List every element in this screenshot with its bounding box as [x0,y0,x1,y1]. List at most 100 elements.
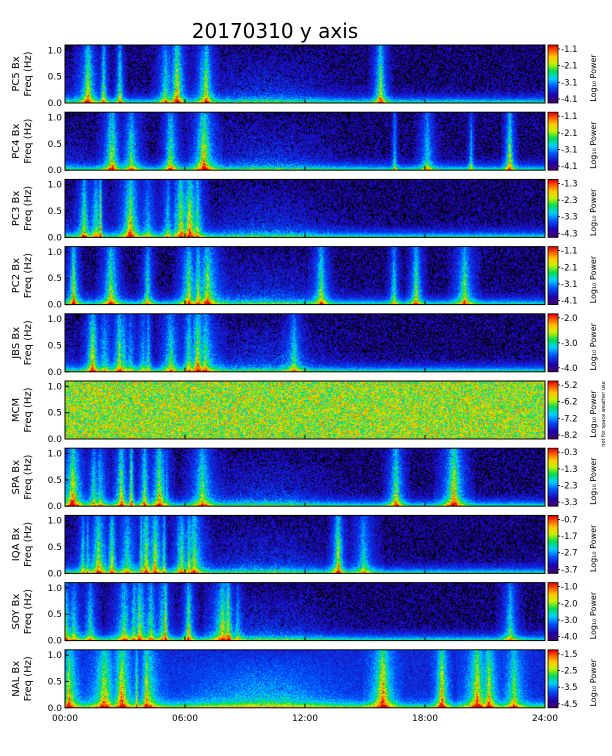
y-tick-label: 0.0 [48,233,63,243]
spectrogram-panel-5 [65,313,545,372]
colorbar-label: Log₁₀ Power [589,524,598,572]
y-tick-label: 0.0 [48,502,63,512]
panel-station-label: MCM [11,398,22,422]
colorbar [548,112,558,171]
colorbar-tick-label: -3.7 [561,565,578,575]
colorbar-frame [547,246,559,306]
y-tick-label: 0.0 [48,435,63,445]
colorbar-label: Log₁₀ Power [589,457,598,505]
y-tick-label: 0.0 [48,637,63,647]
colorbar-tick-label: -7.2 [561,414,578,424]
x-tick-label: 24:00 [532,714,558,724]
colorbar-tick-label: -5.2 [561,381,578,391]
colorbar-tick-label: -1.0 [561,583,578,593]
spectrogram-panel-3 [65,179,545,238]
colorbar-tick-label: -4.1 [561,162,578,172]
y-tick-label: 0.5 [48,140,62,150]
colorbar [548,313,558,372]
colorbar-frame [547,111,559,171]
spectrogram-panel-9 [65,582,545,641]
y-tick-label: 1.0 [48,517,63,527]
spectrogram-panel-6 [65,381,545,439]
panel-station-label: PC2 Bx [11,258,22,293]
y-tick-label: 0.5 [48,274,62,284]
panel-freq-label: Freq (Hz) [23,589,34,634]
colorbar-tick-label: -4.0 [561,364,578,374]
x-tick-label: 06:00 [172,714,198,724]
y-tick-label: 0.0 [48,368,63,378]
y-tick-label: 1.0 [48,315,63,325]
panel-freq-label: Freq (Hz) [23,51,34,96]
colorbar [548,381,558,439]
y-tick-label: 1.0 [48,181,63,191]
colorbar-tick-label: -2.3 [561,482,578,492]
colorbar [548,179,558,238]
y-tick-label: 0.5 [48,610,62,620]
figure-title: 20170310 y axis [192,19,358,43]
colorbar-tick-label: -2.1 [561,62,578,72]
y-tick-label: 1.0 [48,584,63,594]
spectrogram-panel-1 [65,45,545,103]
colorbar [548,45,558,103]
colorbar-frame [547,44,559,104]
colorbar-label: Log₁₀ Power [589,255,598,303]
y-tick-label: 0.5 [48,543,62,553]
y-tick-label: 0.5 [48,409,62,419]
x-tick-label: 00:00 [52,714,78,724]
colorbar-tick-label: -1.3 [561,179,578,189]
x-tick-label: 12:00 [292,714,318,724]
colorbar-label: Log₁₀ Power [589,188,598,236]
colorbar-tick-label: -0.7 [561,515,578,525]
panel-station-label: SOY Bx [11,594,22,630]
y-tick-label: 1.0 [48,382,63,392]
y-tick-label: 0.0 [48,99,63,109]
colorbar-frame [547,515,559,574]
colorbar-label: Log₁₀ Power [589,390,598,438]
panel-freq-label: Freq (Hz) [23,455,34,500]
colorbar-tick-label: -2.1 [561,129,578,139]
spectrogram-panel-7 [65,448,545,507]
y-tick-label: 0.0 [48,301,63,311]
colorbar [548,582,558,641]
colorbar-frame [547,178,559,238]
y-tick-label: 0.5 [48,341,62,351]
colorbar [548,649,558,708]
colorbar-tick-label: -6.2 [561,398,578,408]
colorbar-tick-label: -1.1 [561,247,578,257]
colorbar-tick-label: -4.0 [561,633,578,643]
panel-station-label: PC3 Bx [11,191,22,226]
colorbar-tick-label: -4.5 [561,700,578,710]
panel-freq-label: Freq (Hz) [23,656,34,701]
colorbar-tick-label: -3.1 [561,280,578,290]
colorbar-tick-label: -3.0 [561,616,578,626]
colorbar-tick-label: -1.1 [561,112,578,122]
colorbar-tick-label: -1.5 [561,650,578,660]
y-tick-label: 1.0 [48,46,63,56]
colorbar [548,448,558,507]
colorbar-tick-label: -4.1 [561,297,578,307]
panel-station-label: PC4 Bx [11,123,22,158]
colorbar-tick-label: -3.5 [561,683,578,693]
panel-station-label: PC5 Bx [11,56,22,91]
panel-freq-label: Freq (Hz) [23,253,34,298]
colorbar [548,246,558,305]
colorbar-label: Log₁₀ Power [589,54,598,102]
panel-station-label: JBS Bx [11,327,22,360]
colorbar-tick-label: -1.3 [561,465,578,475]
colorbar-tick-label: -2.7 [561,549,578,559]
panel-station-label: SPA Bx [11,460,22,495]
colorbar-frame [547,582,559,641]
spectrogram-panel-8 [65,515,545,574]
y-tick-label: 0.0 [48,166,63,176]
colorbar-label: Log₁₀ Power [589,121,598,169]
y-tick-label: 0.0 [48,569,63,579]
panel-station-label: IQA Bx [11,528,22,562]
y-tick-label: 0.5 [48,677,62,687]
colorbar-tick-label: -8.2 [561,431,578,441]
y-tick-label: 1.0 [48,651,63,661]
spectrogram-panel-4 [65,246,545,305]
colorbar-tick-label: -3.0 [561,339,578,349]
colorbar-tick-label: -4.3 [561,229,578,239]
